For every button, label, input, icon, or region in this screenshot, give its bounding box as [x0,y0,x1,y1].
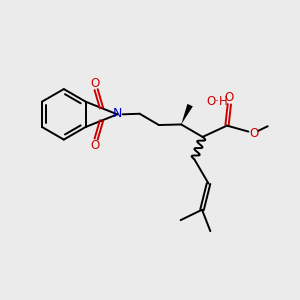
Polygon shape [181,104,193,124]
Text: O: O [90,76,99,90]
Text: O: O [249,127,258,140]
Text: N: N [112,107,122,120]
Text: O: O [225,91,234,104]
Text: O: O [90,139,99,152]
Text: O·H: O·H [206,95,228,108]
